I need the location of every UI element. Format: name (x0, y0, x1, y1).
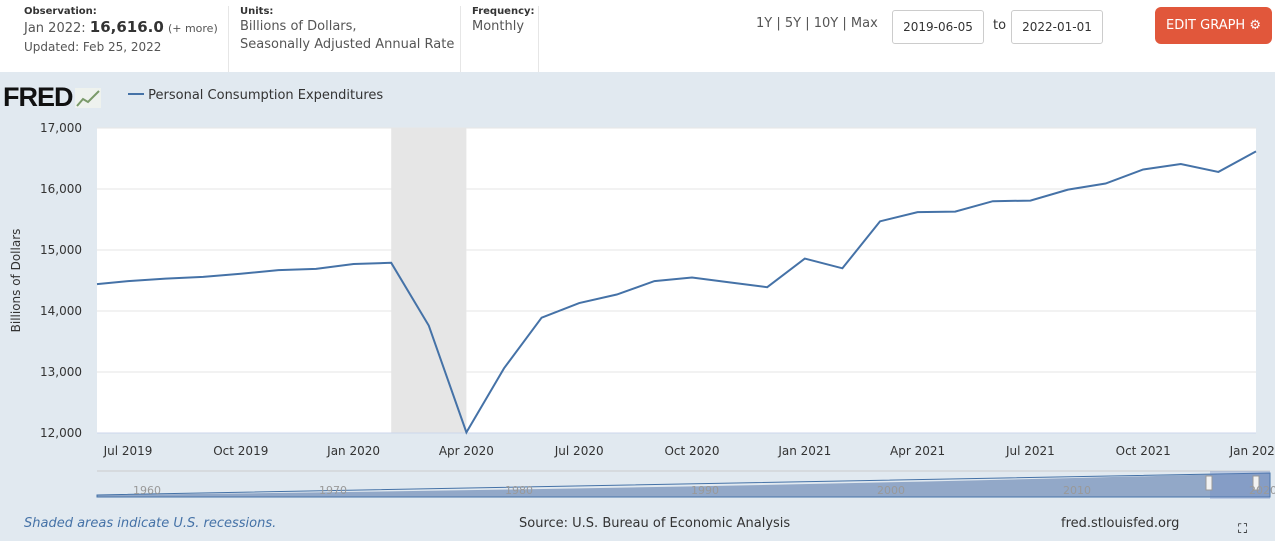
edit-graph-button[interactable]: EDIT GRAPH ⚙ (1155, 7, 1272, 44)
observation-label: Observation: (24, 6, 97, 17)
legend: Personal Consumption Expenditures (128, 88, 383, 103)
gear-icon: ⚙ (1249, 18, 1261, 33)
recession-note: Shaded areas indicate U.S. recessions. (24, 516, 277, 531)
navigator-series (96, 472, 1271, 498)
range-1y[interactable]: 1Y (756, 16, 773, 31)
navigator-handle-right (1252, 475, 1260, 491)
plot-area (97, 128, 1256, 433)
more-link[interactable]: (+ more) (167, 22, 218, 35)
x-tick-label: Oct 2021 (1116, 444, 1171, 458)
units-line1: Billions of Dollars, (240, 19, 357, 34)
navigator-label: 1970 (319, 484, 347, 497)
units-line2: Seasonally Adjusted Annual Rate (240, 37, 455, 52)
range-links: 1Y | 5Y | 10Y | Max (756, 16, 878, 31)
x-tick-label: Oct 2019 (213, 444, 268, 458)
legend-label: Personal Consumption Expenditures (148, 88, 384, 103)
y-tick-label: 15,000 (40, 243, 82, 257)
navigator-label: 2020 (1249, 484, 1275, 497)
source-text: Source: U.S. Bureau of Economic Analysis (519, 516, 791, 531)
series-line (96, 150, 1257, 435)
frequency-label: Frequency: (472, 6, 535, 17)
frequency-info: Frequency: Monthly (472, 6, 535, 36)
y-tick-label: 12,000 (40, 426, 82, 440)
y-tick-label: 13,000 (40, 365, 82, 379)
observation-period: Jan 2022: (24, 21, 86, 36)
navigator-label: 2010 (1063, 484, 1091, 497)
legend-swatch (128, 93, 144, 95)
x-tick-label: Jul 2021 (1005, 444, 1055, 458)
y-axis-label: Billions of Dollars (9, 229, 23, 333)
y-tick-label: 14,000 (40, 304, 82, 318)
observation-info: Observation: Jan 2022: 16,616.0 (+ more)… (24, 6, 218, 56)
units-label: Units: (240, 6, 274, 17)
navigator-label: 1980 (505, 484, 533, 497)
navigator-label: 1960 (133, 484, 161, 497)
chart: 12,000 13,000 14,000 15,000 16,000 17,000 Bill… (9, 121, 1275, 499)
x-tick-label: Jan 2021 (777, 444, 831, 458)
site-link[interactable]: fred.stlouisfed.org (1061, 516, 1180, 531)
x-tick-label: Jul 2019 (103, 444, 153, 458)
units-info: Units: Billions of Dollars, Seasonally A… (240, 6, 454, 54)
observation-value: 16,616.0 (89, 18, 164, 36)
range-5y[interactable]: 5Y (784, 16, 802, 31)
logo-text: FRED (3, 82, 73, 112)
x-tick-label: Jan 2020 (326, 444, 380, 458)
y-tick-label: 16,000 (40, 182, 82, 196)
fullscreen-icon[interactable]: ⛶ (1238, 522, 1248, 537)
y-tick-label: 17,000 (40, 121, 82, 135)
header-bar: Observation: Jan 2022: 16,616.0 (+ more)… (0, 0, 1275, 72)
to-label: to (993, 18, 1007, 33)
updated-date: Updated: Feb 25, 2022 (24, 40, 162, 54)
navigator-selection (1210, 471, 1270, 499)
recession-shade (391, 128, 467, 433)
frequency-value: Monthly (472, 19, 525, 34)
navigator-handle-left (1205, 475, 1213, 491)
navigator-label: 1990 (691, 484, 719, 497)
x-tick-label: Oct 2020 (664, 444, 719, 458)
chart-logo-icon (74, 88, 101, 108)
range-max[interactable]: Max (850, 16, 878, 31)
x-tick-label: Apr 2021 (890, 444, 945, 458)
edit-graph-label: EDIT GRAPH (1165, 18, 1246, 33)
x-tick-label: Jul 2020 (554, 444, 604, 458)
navigator-label: 2000 (877, 484, 905, 497)
x-tick-label: Apr 2020 (439, 444, 494, 458)
start-date-input[interactable]: 2019-06-05 (892, 10, 984, 44)
x-tick-label: Jan 2022 (1229, 444, 1275, 458)
fred-logo[interactable]: FRED (3, 82, 101, 113)
end-date-input[interactable]: 2022-01-01 (1011, 10, 1103, 44)
range-10y[interactable]: 10Y (813, 16, 839, 31)
